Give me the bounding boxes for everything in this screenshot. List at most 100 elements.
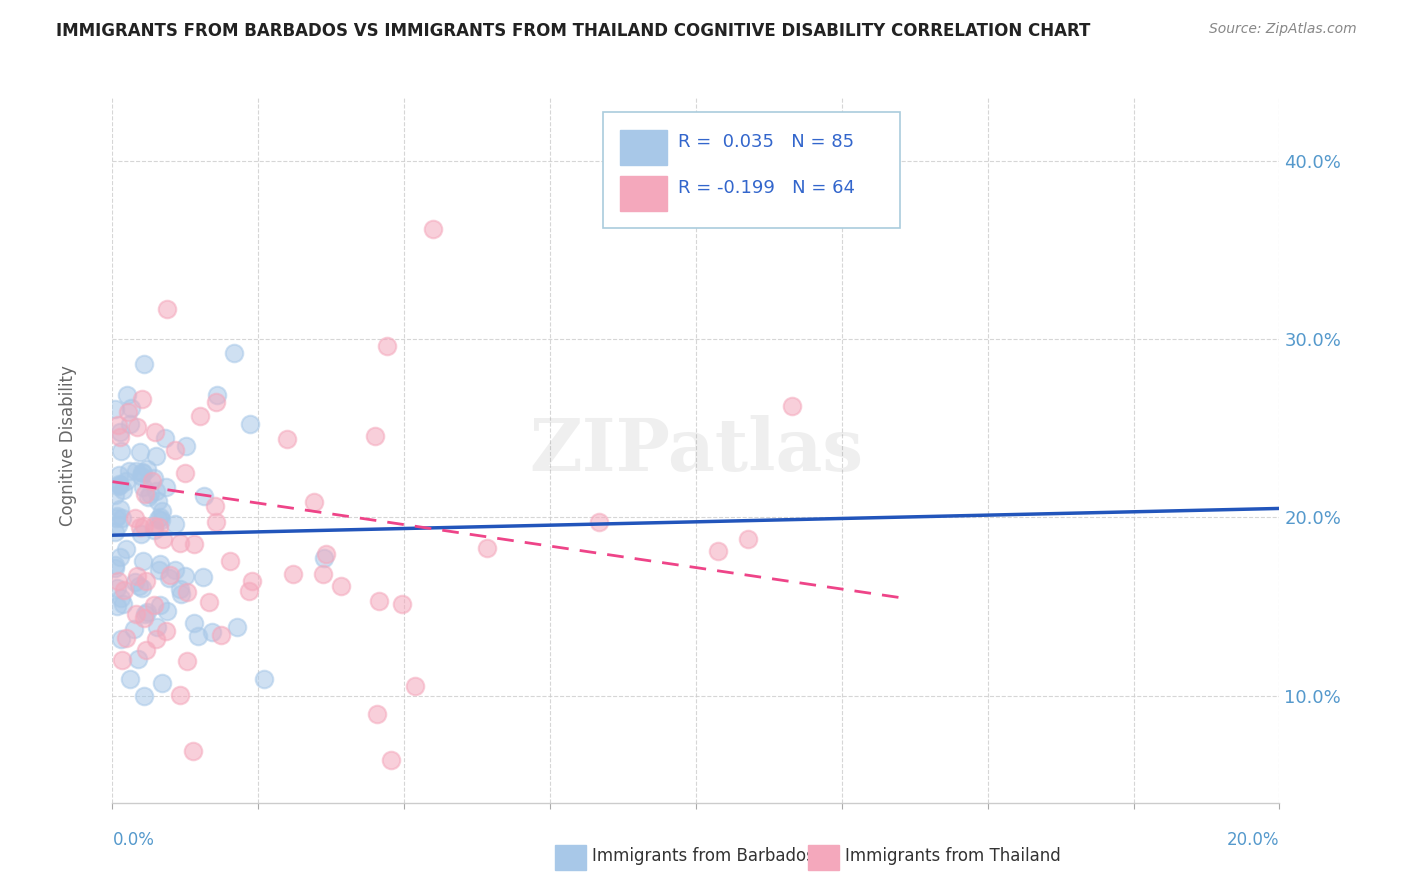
Point xyxy=(107,418,129,433)
Point xyxy=(117,405,139,419)
Point xyxy=(134,487,156,501)
Point xyxy=(155,624,177,639)
Point xyxy=(204,515,226,529)
Point xyxy=(124,510,146,524)
Point xyxy=(366,706,388,721)
Point xyxy=(114,474,136,488)
Point xyxy=(191,570,214,584)
Point xyxy=(737,532,759,546)
Point xyxy=(134,611,156,625)
Point xyxy=(125,464,148,478)
Point xyxy=(112,583,135,598)
Point xyxy=(165,563,187,577)
Point xyxy=(131,480,153,494)
Point xyxy=(105,599,128,614)
Point xyxy=(104,561,127,575)
Point xyxy=(108,502,131,516)
Text: Immigrants from Thailand: Immigrants from Thailand xyxy=(845,847,1060,865)
Point xyxy=(183,616,205,631)
Point xyxy=(134,607,156,622)
Point xyxy=(181,744,204,758)
Point xyxy=(302,495,325,509)
Point xyxy=(157,571,180,585)
Point xyxy=(125,607,148,621)
Point xyxy=(136,462,159,476)
Point xyxy=(170,587,193,601)
Point xyxy=(153,432,176,446)
Point xyxy=(209,628,232,642)
Point xyxy=(134,690,156,704)
Point xyxy=(204,394,226,409)
Point xyxy=(142,598,165,612)
Point xyxy=(253,673,276,687)
Point xyxy=(391,598,413,612)
Point xyxy=(176,654,198,668)
Point xyxy=(165,516,187,531)
Text: 0.0%: 0.0% xyxy=(112,831,155,849)
Point xyxy=(367,594,389,608)
Point xyxy=(174,568,197,582)
Text: R =  0.035   N = 85: R = 0.035 N = 85 xyxy=(679,133,855,151)
Point xyxy=(146,494,169,508)
Point xyxy=(136,490,159,504)
Point xyxy=(131,467,153,481)
Point xyxy=(174,466,197,480)
Point xyxy=(132,357,155,371)
Point xyxy=(422,222,444,236)
Text: R = -0.199   N = 64: R = -0.199 N = 64 xyxy=(679,179,855,197)
Point xyxy=(127,420,149,434)
Point xyxy=(108,430,131,444)
Point xyxy=(107,479,129,493)
Point xyxy=(150,676,173,690)
Point xyxy=(159,568,181,582)
Point xyxy=(150,503,173,517)
Point xyxy=(165,442,187,457)
Point xyxy=(588,515,610,529)
Point xyxy=(330,579,353,593)
Point xyxy=(107,517,129,532)
Point xyxy=(108,425,131,439)
Point xyxy=(315,547,337,561)
Point xyxy=(131,392,153,406)
Point xyxy=(128,579,150,593)
Point xyxy=(135,574,157,589)
Point xyxy=(132,519,155,533)
Point xyxy=(148,563,170,577)
Point xyxy=(105,508,128,523)
Point xyxy=(145,620,167,634)
Point xyxy=(142,471,165,485)
Point xyxy=(169,688,191,702)
Point xyxy=(141,474,163,488)
Point xyxy=(128,445,150,459)
Point xyxy=(104,525,127,540)
Point xyxy=(238,584,260,599)
Point xyxy=(226,620,249,634)
Point xyxy=(475,541,498,555)
Point xyxy=(404,679,426,693)
Point xyxy=(110,591,132,606)
Point xyxy=(149,598,172,612)
Point xyxy=(149,510,172,524)
Point xyxy=(110,477,132,491)
Point xyxy=(111,510,134,524)
Point xyxy=(132,554,155,568)
Point xyxy=(107,477,129,491)
Bar xyxy=(620,176,666,211)
Point xyxy=(131,581,153,595)
Point xyxy=(312,566,335,581)
Text: IMMIGRANTS FROM BARBADOS VS IMMIGRANTS FROM THAILAND COGNITIVE DISABILITY CORREL: IMMIGRANTS FROM BARBADOS VS IMMIGRANTS F… xyxy=(56,22,1091,40)
Point xyxy=(281,567,304,582)
Point xyxy=(111,483,134,497)
Point xyxy=(145,450,167,464)
Point xyxy=(104,558,127,573)
Point xyxy=(201,625,224,640)
Point xyxy=(224,346,246,360)
Point xyxy=(187,629,209,643)
Point xyxy=(155,301,177,316)
Point xyxy=(276,432,298,446)
Point xyxy=(117,387,139,401)
Point xyxy=(183,537,205,551)
Point xyxy=(110,632,132,647)
Point xyxy=(169,536,191,550)
Point xyxy=(131,466,153,480)
